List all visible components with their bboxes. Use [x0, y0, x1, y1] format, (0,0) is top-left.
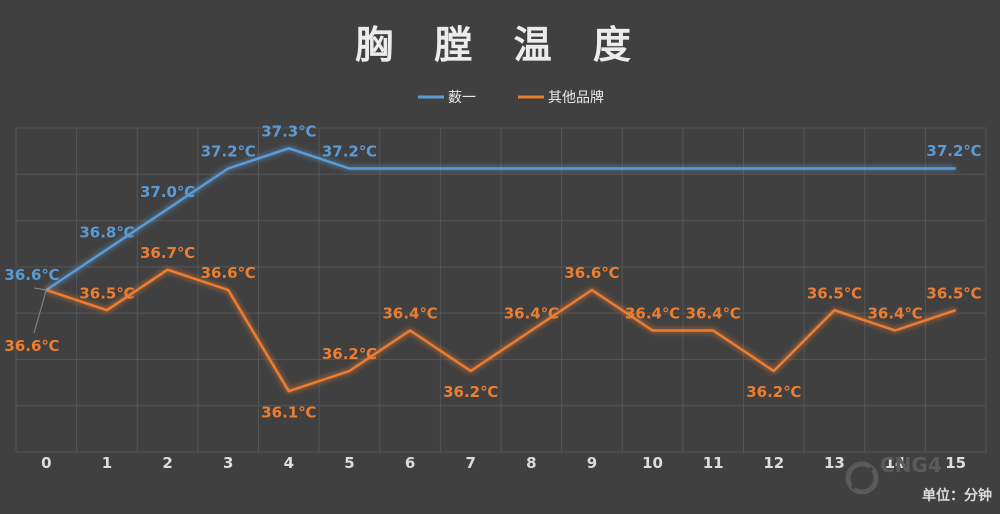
data-label: 36.6℃ [564, 264, 619, 282]
data-labels: 36.6℃ 36.8℃ 37.0℃ 37.2℃ 37.3℃ 37.2℃ 37.2℃ 36.6℃… [4, 122, 981, 421]
watermark: CNG4 [845, 453, 942, 495]
watermark-text: CNG4 [880, 453, 942, 477]
x-tick-label: 14 [885, 454, 906, 472]
x-tick-label: 5 [344, 454, 354, 472]
x-tick-label: 8 [526, 454, 536, 472]
x-tick-label: 13 [824, 454, 845, 472]
data-label: 36.4℃ [504, 305, 559, 323]
legend-label: 其他品牌 [548, 89, 604, 106]
data-label: 36.4℃ [686, 305, 741, 323]
x-tick-label: 10 [642, 454, 663, 472]
unit-label: 单位：分钟 [922, 487, 992, 504]
x-tick-label: 9 [587, 454, 597, 472]
chart-title: 胸 膛 温 度 [355, 23, 645, 67]
grid [15, 127, 987, 453]
x-tick-label: 2 [162, 454, 172, 472]
legend: 薮一 其他品牌 [418, 89, 604, 106]
data-label: 36.2℃ [746, 383, 801, 401]
data-label: 36.4℃ [625, 305, 680, 323]
x-tick-label: 7 [465, 454, 475, 472]
data-label: 36.6℃ [4, 337, 59, 355]
data-label: 36.6℃ [4, 266, 59, 284]
data-label: 37.2℃ [926, 142, 981, 160]
label-leader-line [33, 289, 47, 334]
data-label: 37.0℃ [140, 183, 195, 201]
x-tick-label: 6 [405, 454, 415, 472]
data-label: 37.2℃ [322, 143, 377, 161]
x-axis-ticks: 0 1 2 3 4 5 6 7 8 9 10 11 12 13 14 15 [41, 454, 966, 472]
data-label: 36.8℃ [79, 224, 134, 242]
data-label: 36.5℃ [926, 284, 981, 302]
data-label: 36.4℃ [382, 305, 437, 323]
legend-label: 薮一 [448, 90, 476, 106]
data-label: 36.7℃ [140, 244, 195, 262]
data-label: 36.5℃ [807, 284, 862, 302]
data-label: 36.1℃ [261, 403, 316, 421]
data-label: 36.6℃ [201, 264, 256, 282]
cng4-logo-icon [845, 461, 879, 495]
series-line [45, 268, 957, 393]
data-label: 36.5℃ [79, 284, 134, 302]
data-label: 36.2℃ [322, 345, 377, 363]
series-line [45, 147, 956, 292]
series-group [45, 147, 957, 393]
data-label: 36.2℃ [443, 383, 498, 401]
data-label: 37.2℃ [201, 143, 256, 161]
x-tick-label: 4 [284, 454, 294, 472]
data-label: 36.4℃ [867, 305, 922, 323]
label-leader-line [33, 287, 47, 291]
x-tick-label: 3 [223, 454, 233, 472]
x-tick-label: 15 [945, 454, 966, 472]
x-tick-label: 1 [102, 454, 112, 472]
data-label: 37.3℃ [261, 122, 316, 140]
x-tick-label: 0 [41, 454, 51, 472]
x-tick-label: 12 [763, 454, 784, 472]
x-tick-label: 11 [703, 454, 724, 472]
